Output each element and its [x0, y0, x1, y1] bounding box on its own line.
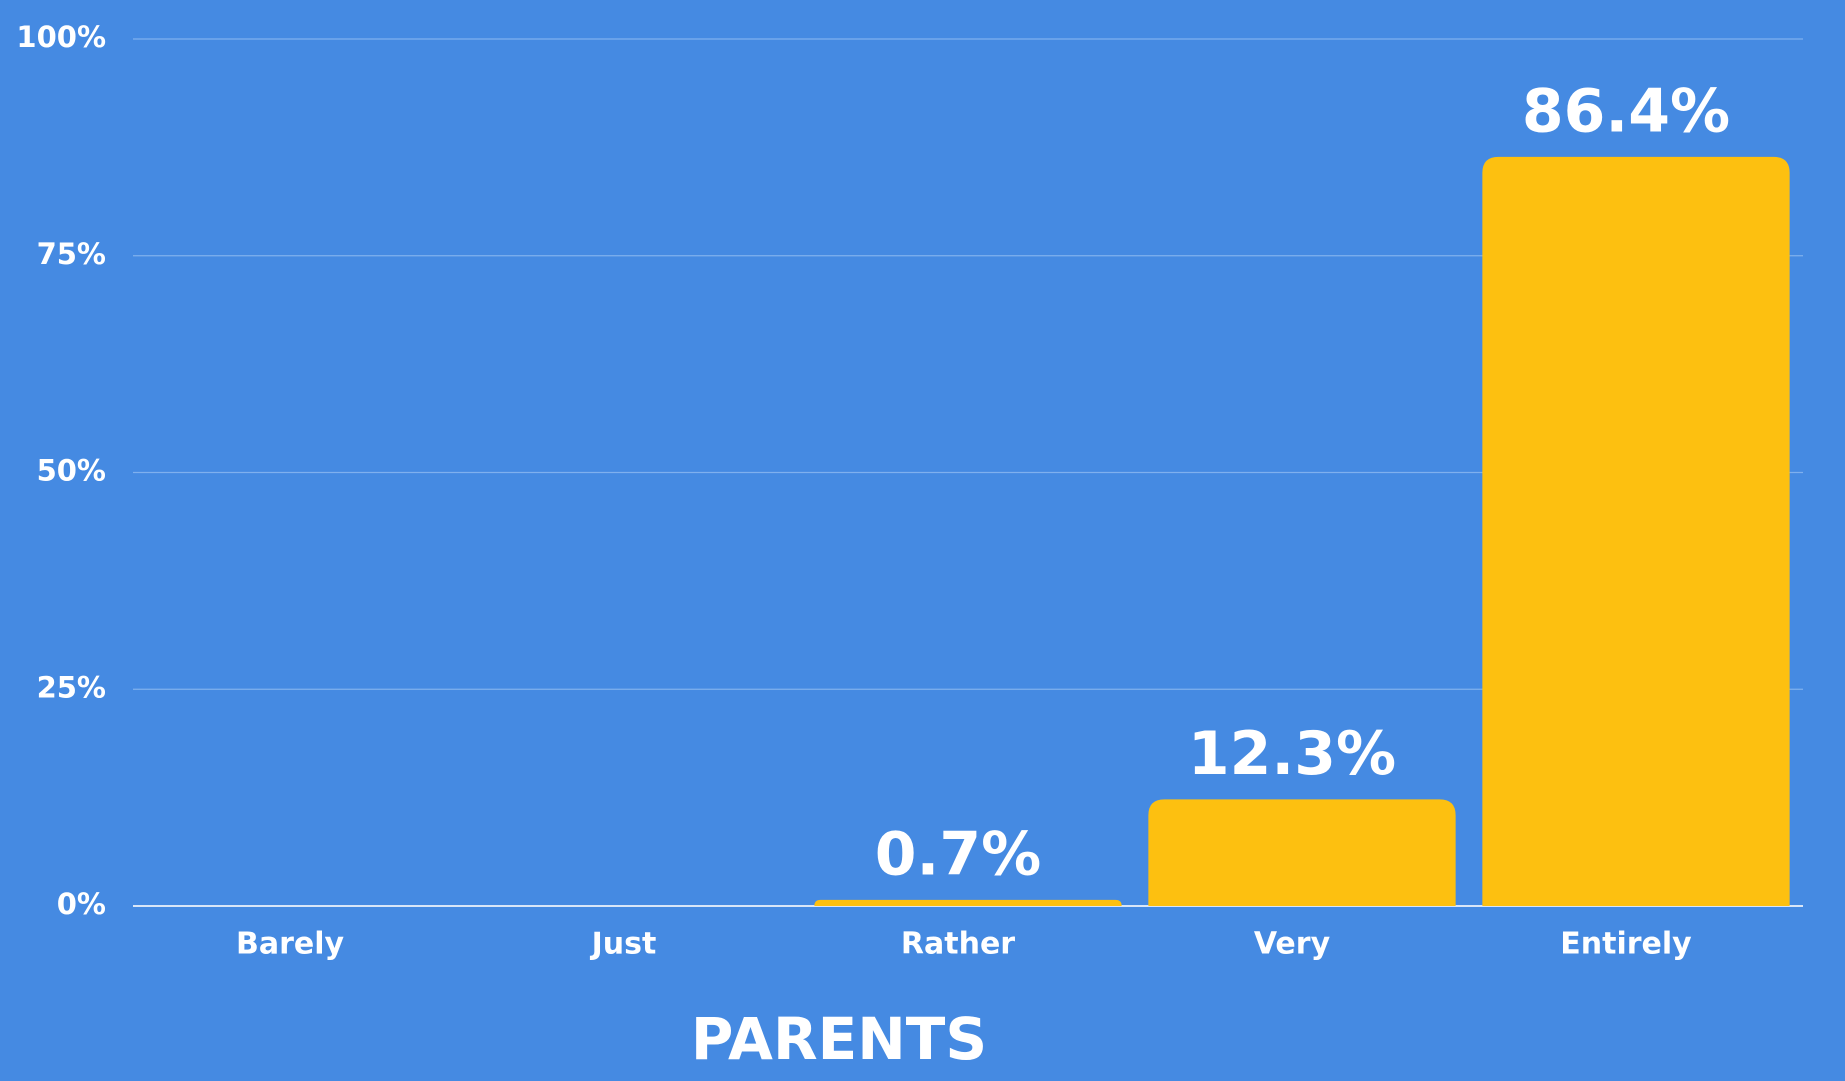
bar — [1148, 799, 1456, 906]
value-label: 86.4% — [1522, 77, 1730, 147]
x-tick-label: Rather — [901, 927, 1015, 962]
x-tick-label: Barely — [236, 927, 345, 962]
value-label: 12.3% — [1188, 719, 1396, 789]
bar — [814, 899, 1122, 906]
x-tick-label: Entirely — [1560, 927, 1692, 962]
chart-title: PARENTS — [691, 1005, 987, 1073]
y-tick-label: 50% — [37, 454, 106, 488]
x-tick-label: Very — [1254, 927, 1331, 962]
y-tick-label: 0% — [57, 887, 106, 921]
x-tick-label: Just — [590, 927, 657, 962]
y-tick-label: 100% — [16, 20, 106, 54]
bar — [1482, 156, 1790, 907]
y-tick-label: 25% — [37, 670, 106, 704]
value-label: 0.7% — [875, 820, 1041, 890]
y-tick-label: 75% — [37, 237, 106, 271]
